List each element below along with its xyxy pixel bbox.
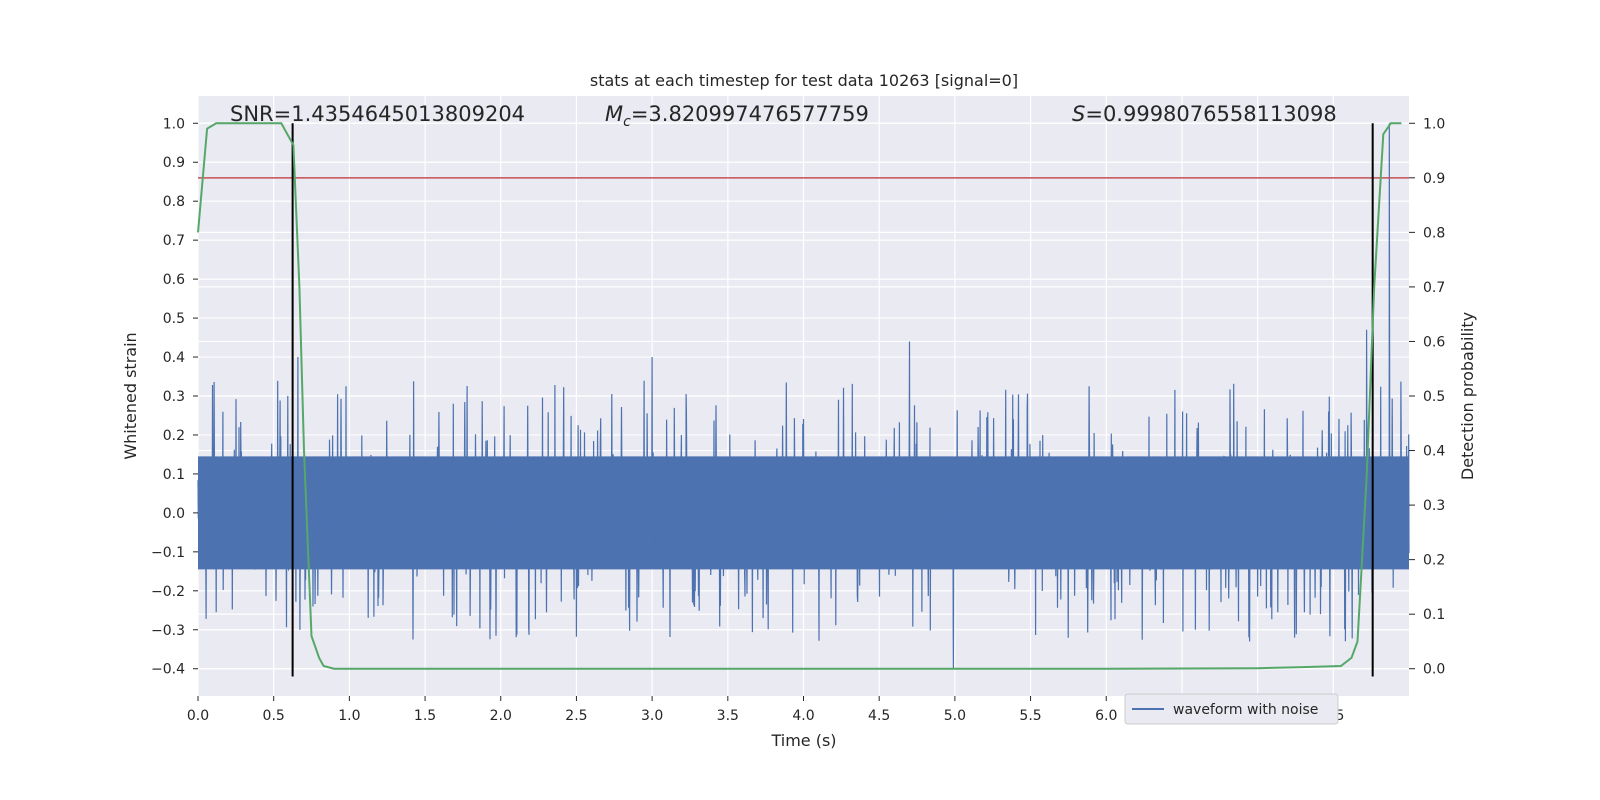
x-tick-label-10: 5.0 [944, 708, 966, 724]
chirp-mass-value: =3.820997476577759 [631, 102, 869, 126]
x-tick-label-8: 4.0 [792, 708, 814, 724]
probability-series [197, 122, 1402, 670]
y-left-tick-label-6: 0.4 [163, 350, 185, 366]
chirp-mass-annotation: Mc=3.820997476577759 [605, 102, 869, 130]
probability-line [197, 122, 1402, 670]
waveform-line [197, 123, 1410, 669]
chirp-mass-symbol: M [605, 102, 623, 126]
y-right-tick-label-0: 1.0 [1423, 116, 1445, 132]
waveform-series [197, 123, 1410, 669]
y-left-tick-label-8: 0.2 [163, 428, 185, 444]
x-tick-label-4: 2.0 [490, 708, 512, 724]
s-symbol: S [1072, 102, 1085, 126]
y-right-tick-label-5: 0.5 [1423, 389, 1445, 405]
s-annotation: S=0.9998076558113098 [1072, 102, 1337, 126]
y-right-axis-label: Detection probability [1458, 312, 1477, 480]
y-right-tick-label-4: 0.6 [1423, 334, 1445, 350]
x-tick-label-5: 2.5 [565, 708, 587, 724]
y-right-axis-ticks: 1.0 0.9 0.8 0.7 0.6 0.5 0.4 0.3 0.2 0.1 0.0 [1409, 116, 1445, 678]
y-right-tick-label-7: 0.3 [1423, 498, 1445, 514]
y-left-tick-label-12: −0.2 [151, 584, 185, 600]
y-left-tick-label-4: 0.6 [163, 272, 185, 288]
x-tick-label-9: 4.5 [868, 708, 890, 724]
legend-entry-waveform: waveform with noise [1173, 702, 1318, 718]
y-left-tick-label-0: 1.0 [163, 116, 185, 132]
chart-title: stats at each timestep for test data 102… [590, 71, 1018, 90]
x-tick-label-12: 6.0 [1095, 708, 1117, 724]
y-left-axis-ticks: 1.0 0.9 0.8 0.7 0.6 0.5 0.4 0.3 0.2 0.1 0.0 −0.1 −0.… [151, 116, 198, 678]
x-tick-label-11: 5.5 [1019, 708, 1041, 724]
y-right-tick-label-9: 0.1 [1423, 607, 1445, 623]
y-left-tick-label-2: 0.8 [163, 194, 185, 210]
legend-box [1124, 693, 1339, 725]
y-left-tick-label-1: 0.9 [163, 155, 185, 171]
x-tick-label-3: 1.5 [414, 708, 436, 724]
x-tick-label-0: 0.0 [187, 708, 209, 724]
y-left-tick-label-3: 0.7 [163, 233, 185, 249]
y-right-tick-label-2: 0.8 [1423, 225, 1445, 241]
x-tick-label-1: 0.5 [263, 708, 285, 724]
x-axis-label: Time (s) [770, 731, 836, 750]
s-value: =0.9998076558113098 [1085, 102, 1336, 126]
x-tick-label-6: 3.0 [641, 708, 663, 724]
y-right-tick-label-1: 0.9 [1423, 171, 1445, 187]
chirp-mass-subscript: c [623, 114, 631, 130]
vertical-markers [291, 123, 1374, 677]
y-left-tick-label-9: 0.1 [163, 467, 185, 483]
y-left-tick-label-13: −0.3 [151, 623, 185, 639]
y-right-tick-label-6: 0.4 [1423, 444, 1445, 460]
y-left-tick-label-5: 0.5 [163, 311, 185, 327]
y-left-axis-label: Whitened strain [121, 332, 140, 459]
x-tick-label-2: 1.0 [338, 708, 360, 724]
y-right-tick-label-8: 0.2 [1423, 553, 1445, 569]
x-tick-label-7: 3.5 [717, 708, 739, 724]
y-left-tick-label-11: −0.1 [151, 545, 185, 561]
legend: waveform with noise [1124, 693, 1339, 725]
y-right-tick-label-3: 0.7 [1423, 280, 1445, 296]
y-left-tick-label-10: 0.0 [163, 506, 185, 522]
y-left-tick-label-14: −0.4 [151, 662, 185, 678]
snr-annotation: SNR=1.4354645013809204 [230, 102, 525, 126]
y-left-tick-label-7: 0.3 [163, 389, 185, 405]
y-right-tick-label-10: 0.0 [1423, 662, 1445, 678]
